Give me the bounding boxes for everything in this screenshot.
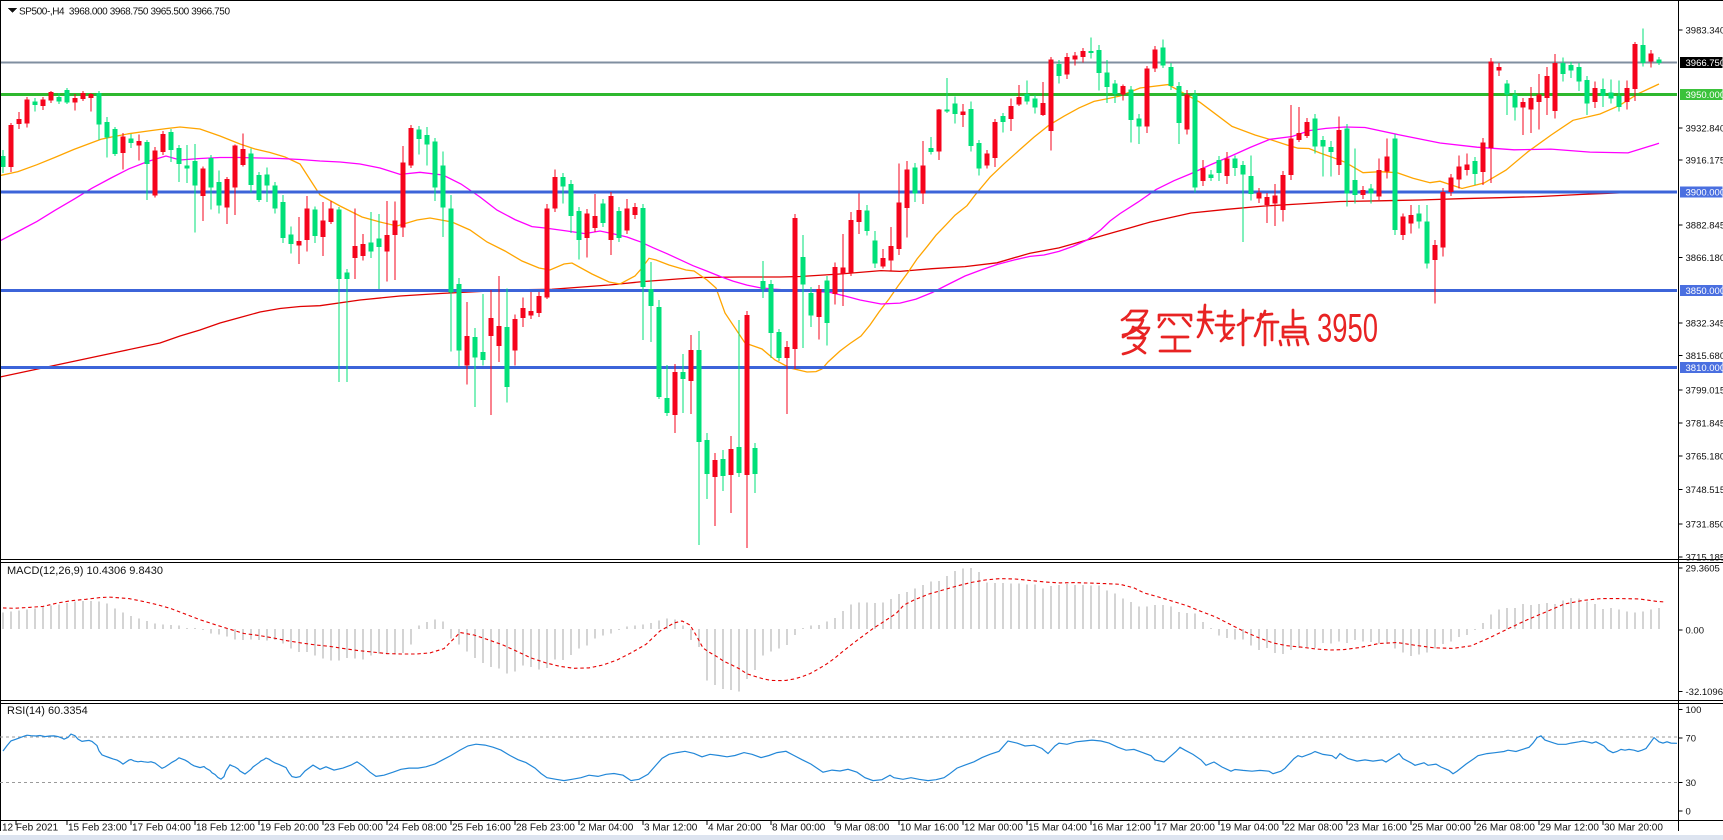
svg-text:19 Mar 04:00: 19 Mar 04:00	[1220, 823, 1279, 834]
svg-text:3950: 3950	[1317, 307, 1378, 351]
svg-text:8 Mar 00:00: 8 Mar 00:00	[772, 823, 826, 834]
svg-text:3950.000: 3950.000	[1686, 90, 1723, 101]
svg-text:9 Mar 08:00: 9 Mar 08:00	[836, 823, 890, 834]
svg-text:12 Feb 2021: 12 Feb 2021	[2, 823, 59, 834]
svg-text:12 Mar 00:00: 12 Mar 00:00	[964, 823, 1023, 834]
svg-text:17 Feb 04:00: 17 Feb 04:00	[132, 823, 191, 834]
svg-text:18 Feb 12:00: 18 Feb 12:00	[196, 823, 255, 834]
svg-text:15 Mar 04:00: 15 Mar 04:00	[1028, 823, 1087, 834]
svg-text:100: 100	[1686, 705, 1702, 716]
svg-text:MACD(12,26,9) 10.4306 9.8430: MACD(12,26,9) 10.4306 9.8430	[7, 565, 163, 577]
svg-text:3983.340: 3983.340	[1686, 26, 1723, 37]
svg-text:3832.345: 3832.345	[1686, 319, 1723, 330]
svg-text:29 Mar 12:00: 29 Mar 12:00	[1540, 823, 1599, 834]
svg-text:SP500-,H4 3968.000 3968.750 3: SP500-,H4 3968.000 3968.750 3965.500 396…	[19, 7, 230, 18]
svg-text:3916.175: 3916.175	[1686, 156, 1723, 167]
svg-text:10 Mar 16:00: 10 Mar 16:00	[900, 823, 959, 834]
svg-text:4 Mar 20:00: 4 Mar 20:00	[708, 823, 762, 834]
svg-text:0.00: 0.00	[1686, 626, 1705, 637]
svg-text:3 Mar 12:00: 3 Mar 12:00	[644, 823, 698, 834]
svg-text:30 Mar 20:00: 30 Mar 20:00	[1604, 823, 1663, 834]
svg-text:3715.185: 3715.185	[1686, 553, 1723, 564]
svg-text:3900.000: 3900.000	[1686, 188, 1723, 199]
svg-text:-32.1096: -32.1096	[1686, 687, 1723, 698]
svg-text:16 Mar 12:00: 16 Mar 12:00	[1092, 823, 1151, 834]
svg-text:2 Mar 04:00: 2 Mar 04:00	[580, 823, 634, 834]
svg-text:3882.845: 3882.845	[1686, 221, 1723, 232]
svg-text:0: 0	[1686, 807, 1691, 818]
svg-text:3866.180: 3866.180	[1686, 253, 1723, 264]
svg-text:RSI(14) 60.3354: RSI(14) 60.3354	[7, 705, 88, 717]
svg-text:25 Feb 16:00: 25 Feb 16:00	[452, 823, 511, 834]
svg-text:3748.515: 3748.515	[1686, 485, 1723, 496]
svg-text:19 Feb 20:00: 19 Feb 20:00	[260, 823, 319, 834]
svg-text:3799.015: 3799.015	[1686, 386, 1723, 397]
svg-text:70: 70	[1686, 734, 1697, 745]
svg-text:23 Feb 00:00: 23 Feb 00:00	[324, 823, 383, 834]
svg-text:23 Mar 16:00: 23 Mar 16:00	[1348, 823, 1407, 834]
svg-text:29.3605: 29.3605	[1686, 564, 1720, 575]
svg-text:17 Mar 20:00: 17 Mar 20:00	[1156, 823, 1215, 834]
svg-text:3765.180: 3765.180	[1686, 452, 1723, 463]
svg-text:24 Feb 08:00: 24 Feb 08:00	[388, 823, 447, 834]
svg-text:3810.000: 3810.000	[1686, 363, 1723, 374]
svg-text:15 Feb 23:00: 15 Feb 23:00	[68, 823, 127, 834]
svg-text:25 Mar 00:00: 25 Mar 00:00	[1412, 823, 1471, 834]
svg-text:3781.845: 3781.845	[1686, 419, 1723, 430]
svg-text:22 Mar 08:00: 22 Mar 08:00	[1284, 823, 1343, 834]
svg-text:3815.680: 3815.680	[1686, 351, 1723, 362]
svg-text:30: 30	[1686, 778, 1697, 789]
svg-text:3731.850: 3731.850	[1686, 520, 1723, 531]
svg-text:26 Mar 08:00: 26 Mar 08:00	[1476, 823, 1535, 834]
svg-text:3932.840: 3932.840	[1686, 124, 1723, 135]
svg-text:28 Feb 23:00: 28 Feb 23:00	[516, 823, 575, 834]
svg-text:3850.000: 3850.000	[1686, 286, 1723, 297]
svg-text:3966.750: 3966.750	[1686, 58, 1723, 69]
